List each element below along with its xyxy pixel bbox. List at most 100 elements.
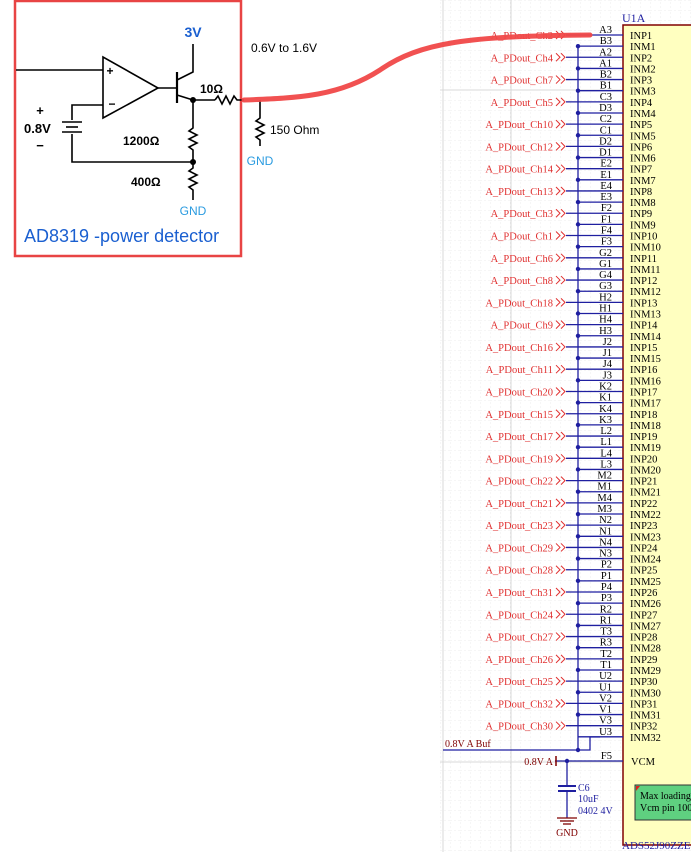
- net-label[interactable]: A_PDout_Ch17: [485, 432, 553, 443]
- pin-name: INM31: [630, 711, 661, 722]
- detector-circuit: [16, 44, 266, 200]
- pin-name: INP8: [630, 187, 652, 198]
- net-label[interactable]: A_PDout_Ch19: [485, 454, 553, 465]
- pin-number: T2: [600, 649, 612, 660]
- net-label[interactable]: A_PDout_Ch24: [485, 610, 553, 621]
- net-port-arrow-icon: [555, 453, 566, 463]
- net-label[interactable]: A_PDout_Ch31: [485, 588, 553, 599]
- pin-name: INP1: [630, 31, 652, 42]
- pin-name: INP5: [630, 120, 652, 131]
- pin-name: INM1: [630, 42, 656, 53]
- pin-number: F2: [601, 203, 612, 214]
- pin-number: R1: [600, 615, 612, 626]
- net-port-arrow-icon: [555, 231, 566, 240]
- net-label[interactable]: A_PDout_Ch23: [485, 521, 553, 532]
- net-label[interactable]: A_PDout_Ch21: [485, 499, 553, 510]
- pin-number: B2: [600, 70, 612, 81]
- pin-number: N2: [599, 515, 612, 526]
- pin-number: M1: [597, 482, 612, 493]
- pin-number: C3: [600, 92, 612, 103]
- net-label[interactable]: A_PDout_Ch3: [491, 209, 553, 220]
- net-label[interactable]: A_PDout_Ch11: [486, 365, 553, 376]
- pin-name: INM12: [630, 287, 661, 298]
- pin-name: INP3: [630, 76, 652, 87]
- pin-name: INM13: [630, 310, 661, 321]
- net-label[interactable]: A_PDout_Ch4: [491, 53, 554, 64]
- pin-name: INP26: [630, 588, 657, 599]
- net-label[interactable]: A_PDout_Ch10: [485, 120, 553, 131]
- note-line1: Max loading: [640, 791, 691, 802]
- note-box[interactable]: [634, 784, 691, 821]
- pin-number: K2: [599, 381, 612, 392]
- net-label[interactable]: A_PDout_Ch12: [485, 142, 553, 153]
- ic-part-number: ADS52J90ZZE: [622, 840, 691, 852]
- pin-name: INM15: [630, 354, 661, 365]
- pin-name: INP24: [630, 543, 658, 554]
- net-label[interactable]: A_PDout_Ch29: [485, 543, 553, 554]
- net-port-arrow-icon: [555, 52, 566, 62]
- resistor-10-icon: [214, 94, 244, 106]
- net-label[interactable]: A_PDout_Ch30: [485, 722, 553, 733]
- net-label[interactable]: A_PDout_Ch28: [485, 566, 553, 577]
- opamp-icon: [102, 55, 160, 120]
- buffer-net-wire[interactable]: [443, 736, 600, 751]
- net-label[interactable]: A_PDout_Ch26: [485, 655, 553, 666]
- net-label[interactable]: A_PDout_Ch13: [485, 187, 553, 198]
- net-label[interactable]: A_PDout_Ch27: [485, 633, 553, 644]
- pin-name: INP30: [630, 677, 657, 688]
- opamp-plus-label: +: [106, 64, 113, 78]
- net-port-arrow-icon: [555, 387, 566, 396]
- net-label[interactable]: A_PDout_Ch7: [491, 76, 553, 87]
- buffer-net-label[interactable]: 0.8V A Buf: [445, 739, 491, 750]
- pin-name: INP25: [630, 566, 657, 577]
- pin-number: U3: [599, 727, 612, 738]
- note-line2: Vcm pin 100: [640, 803, 691, 814]
- vcm-pin-name: VCM: [631, 757, 656, 768]
- net-label[interactable]: A_PDout_Ch25: [485, 677, 553, 688]
- net-port-arrow-icon: [555, 275, 566, 285]
- net-label[interactable]: A_PDout_Ch15: [485, 410, 553, 421]
- net-label[interactable]: A_PDout_Ch8: [491, 276, 553, 287]
- net-label[interactable]: A_PDout_Ch16: [485, 343, 553, 354]
- net-port-arrow-icon: [555, 320, 566, 329]
- pin-name: INM28: [630, 644, 661, 655]
- pin-name: INP9: [630, 209, 652, 220]
- net-label[interactable]: A_PDout_Ch9: [491, 321, 553, 332]
- pin-number: G4: [599, 270, 613, 281]
- net-port-arrow-icon: [555, 298, 566, 307]
- pin-name: INP7: [630, 165, 652, 176]
- ic-body-u1a[interactable]: [622, 24, 691, 846]
- vcm-net-label[interactable]: 0.8V A: [524, 757, 553, 768]
- net-label[interactable]: A_PDout_Ch18: [485, 298, 553, 309]
- pin-name: INP15: [630, 343, 657, 354]
- net-label[interactable]: A_PDout_Ch14: [485, 165, 553, 176]
- net-port-arrow-icon: [555, 364, 566, 374]
- net-label[interactable]: A_PDout_Ch5: [491, 98, 553, 109]
- net-label[interactable]: A_PDout_Ch1: [491, 232, 553, 243]
- net-port-arrow-icon: [555, 632, 566, 641]
- detector-title: AD8319 -power detector: [24, 226, 219, 246]
- net-label[interactable]: A_PDout_Ch20: [485, 387, 553, 398]
- pin-number: F3: [601, 237, 612, 248]
- net-label[interactable]: A_PDout_Ch22: [485, 477, 553, 488]
- net-port-arrow-icon: [555, 498, 566, 508]
- net-port-arrow-icon: [555, 565, 566, 575]
- pin-name: INP20: [630, 454, 657, 465]
- pin-number: R2: [600, 604, 612, 615]
- net-port-arrow-icon: [555, 164, 566, 174]
- net-label[interactable]: A_PDout_Ch32: [485, 699, 553, 710]
- net-label[interactable]: A_PDout_Ch6: [491, 254, 553, 265]
- pin-name: INM20: [630, 465, 661, 476]
- pin-number: G2: [599, 248, 612, 259]
- pin-number: N4: [599, 537, 613, 548]
- pin-name: INP22: [630, 499, 657, 510]
- pin-number: K1: [599, 393, 612, 404]
